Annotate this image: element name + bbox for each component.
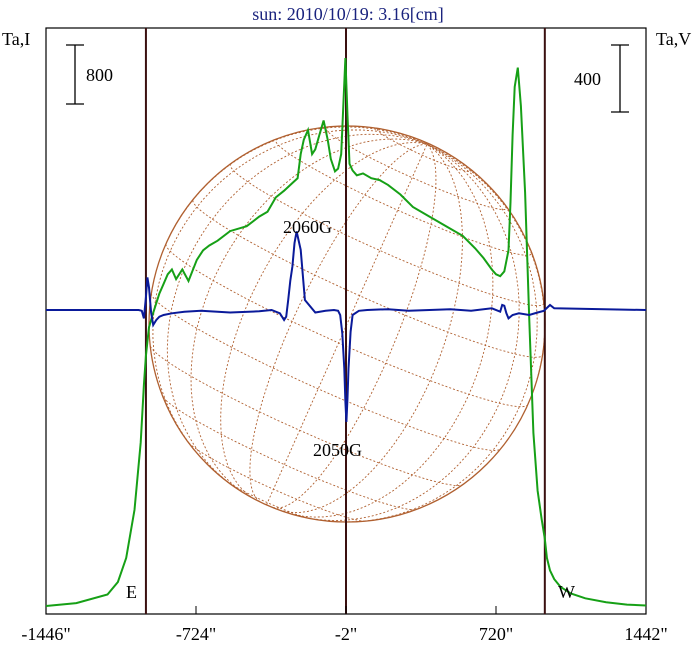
latitude-line (150, 293, 501, 451)
latitude-line (275, 138, 533, 256)
longitude-line (249, 143, 428, 503)
longitude-line (168, 126, 428, 238)
east-limb-label: E (126, 582, 137, 602)
annotation-2050g: 2050G (313, 440, 362, 460)
x-tick-label-0: -1446" (21, 624, 70, 644)
longitude-line (190, 138, 428, 492)
longitude-line (293, 143, 494, 518)
x-axis-ticks: -1446" -724" -2" 720" 1442" (21, 606, 668, 644)
longitude-line (266, 143, 428, 505)
longitude-line (300, 143, 520, 522)
longitude-line (273, 143, 437, 509)
left-axis-label: Ta,I (2, 29, 30, 49)
limb-lines (144, 28, 546, 614)
chart-title: sun: 2010/10/19: 3.16[cm] (252, 4, 444, 24)
x-tick-label-1: -724" (176, 624, 216, 644)
latitude-line (229, 163, 545, 307)
right-scale-bar-label: 400 (574, 69, 601, 89)
west-limb-label: W (558, 582, 575, 602)
longitude-line (426, 143, 546, 399)
left-scale-bar-label: 800 (86, 65, 113, 85)
longitude-line (279, 143, 463, 513)
right-axis-label: Ta,V (656, 29, 691, 49)
left-scale-bar (66, 44, 84, 105)
series-polarization-line (46, 231, 647, 423)
annotation-2060g: 2060G (283, 217, 332, 237)
x-tick-label-2: -2" (335, 624, 357, 644)
x-tick-label-4: 1442" (624, 624, 667, 644)
x-tick-label-3: 720" (479, 624, 513, 644)
right-scale-bar (611, 44, 629, 113)
latitude-line (377, 128, 472, 173)
series-intensity-line (45, 57, 647, 607)
